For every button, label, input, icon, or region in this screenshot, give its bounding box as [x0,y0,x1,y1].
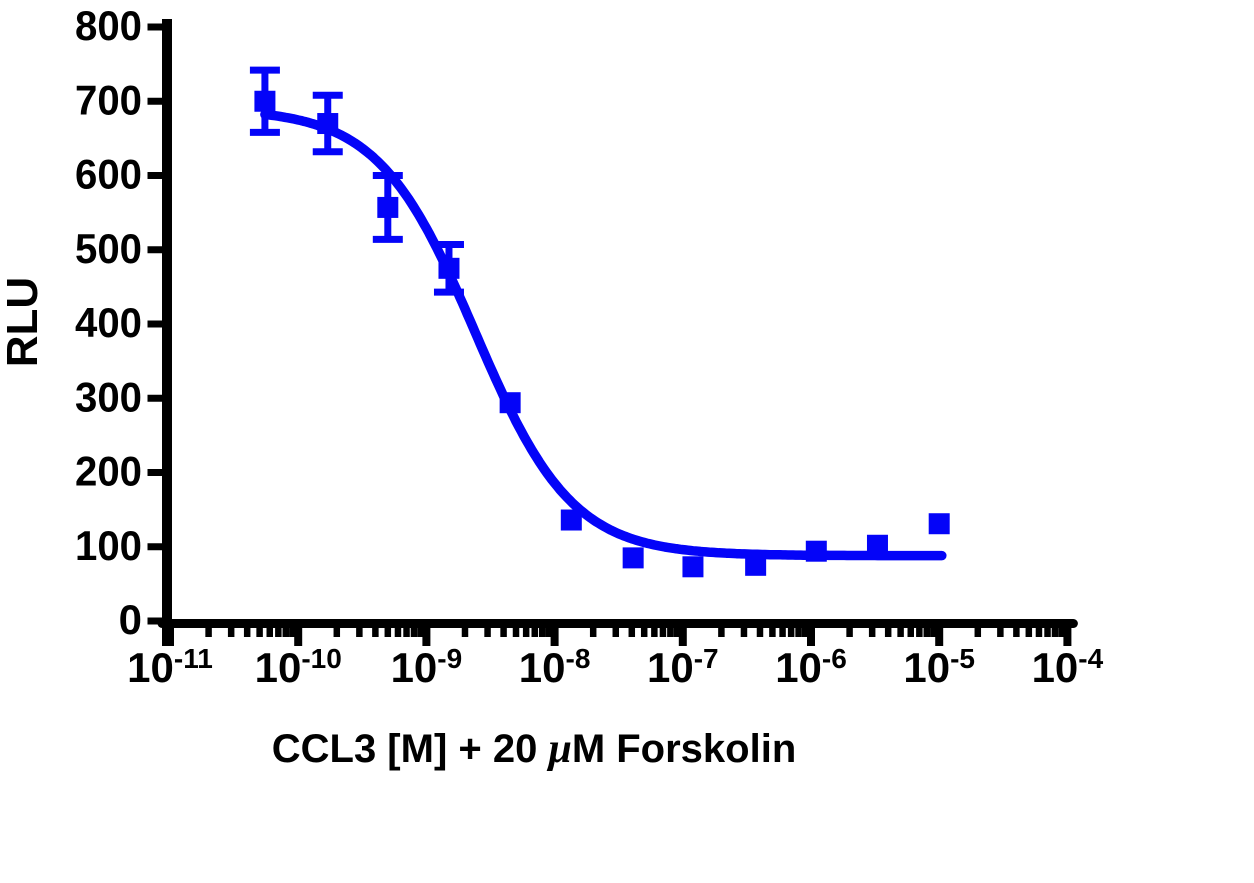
data-point-marker [254,90,276,112]
y-tick-label: 200 [75,448,142,495]
data-point-marker [438,257,460,279]
data-point-marker [499,392,521,414]
y-tick-label: 400 [75,299,142,346]
y-tick-label: 300 [75,373,142,420]
data-point-marker [682,556,704,578]
data-point-marker [622,547,644,569]
x-tick-label: 10-6 [775,643,847,691]
y-tick-label: 800 [75,2,142,49]
data-point-marker [745,554,767,576]
data-point-marker [317,113,339,135]
fit-curve [260,109,947,561]
y-tick-label: 500 [75,225,142,272]
x-tick-label: 10-5 [903,643,975,691]
y-tick-label: 600 [75,151,142,198]
data-point-marker [805,540,827,562]
data-point-marker [560,509,582,531]
y-axis-title: RLU [0,277,47,367]
data-point-marker [377,196,399,218]
x-axis-title: CCL3 [M] + 20 μM Forskolin [272,726,797,772]
x-tick-label: 10-11 [127,643,213,691]
y-tick-label: 100 [75,522,142,569]
data-point-marker [866,534,888,556]
x-tick-label: 10-4 [1032,643,1104,691]
x-tick-label: 10-8 [519,643,591,691]
x-tick-label: 10-10 [255,643,342,691]
x-tick-label: 10-7 [647,643,719,691]
y-tick-label: 700 [75,76,142,123]
data-point-marker [928,513,950,535]
x-tick-label: 10-9 [391,643,463,691]
y-tick-label: 0 [119,596,142,643]
